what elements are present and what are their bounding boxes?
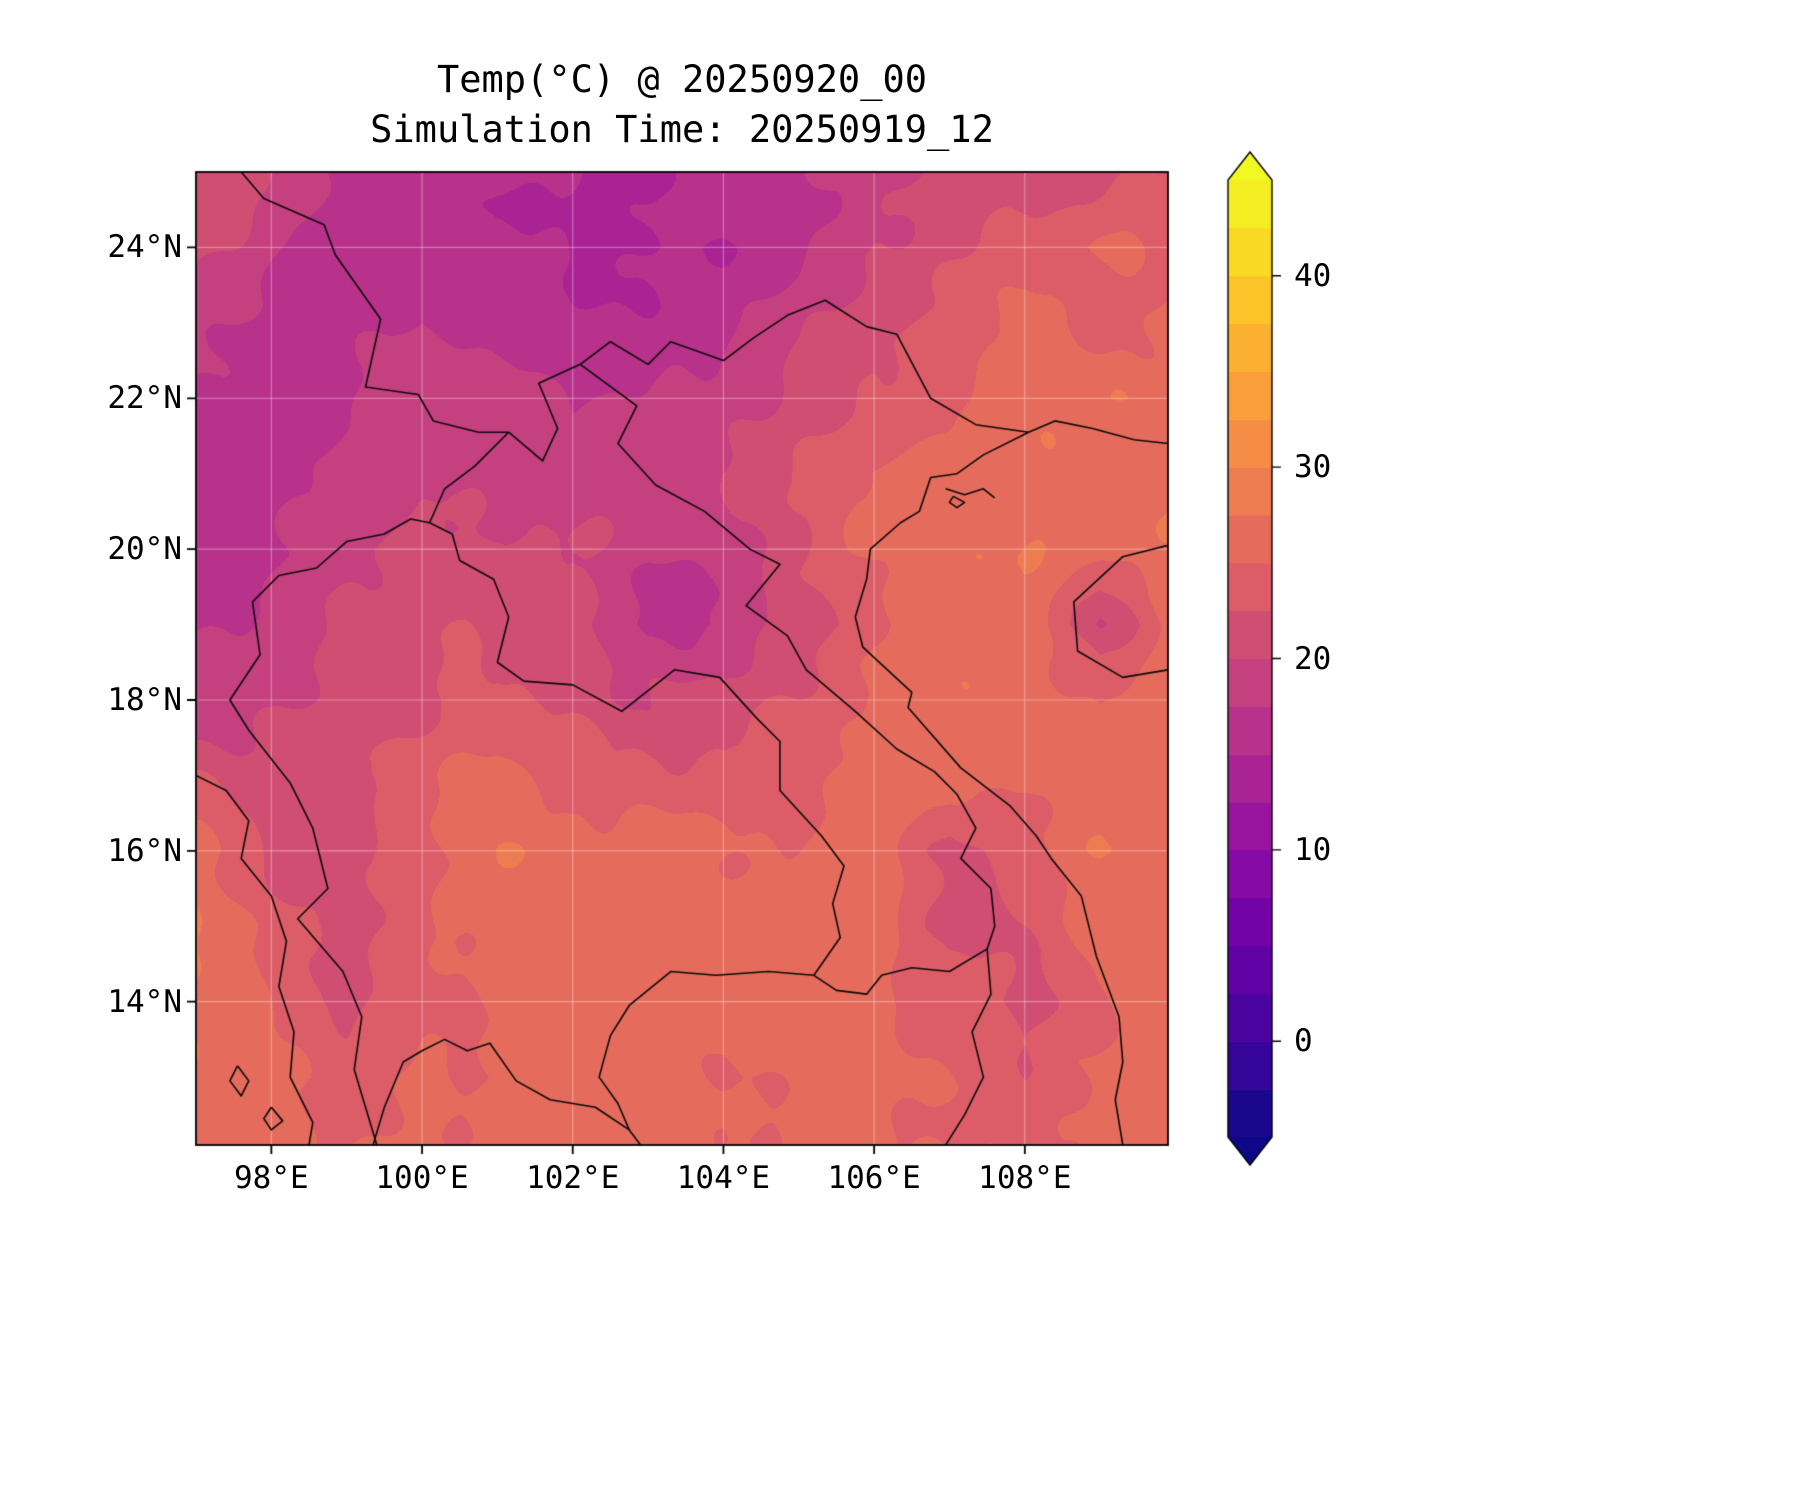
x-tick-label-104e: 104°E bbox=[676, 1160, 771, 1196]
colorbar-tick-label-40: 40 bbox=[1294, 257, 1332, 294]
y-tick-label-14n: 14°N bbox=[107, 983, 182, 1020]
x-tick-label-108e: 108°E bbox=[978, 1160, 1072, 1196]
x-tick-label-102e: 102°E bbox=[526, 1160, 620, 1196]
y-tick-label-16n: 16°N bbox=[107, 832, 182, 869]
y-tick-label-18n: 18°N bbox=[107, 681, 182, 718]
plot-subtitle: Simulation Time: 20250919_12 bbox=[370, 108, 994, 151]
y-tick-label-24n: 24°N bbox=[107, 229, 182, 266]
x-tick-label-106e: 106°E bbox=[827, 1160, 921, 1196]
colorbar-tick-label-0: 0 bbox=[1294, 1023, 1313, 1060]
colorbar-tick-label-10: 10 bbox=[1294, 831, 1332, 868]
colorbar-tick-label-20: 20 bbox=[1294, 640, 1332, 677]
colorbar-tick-label-30: 30 bbox=[1294, 449, 1332, 486]
x-tick-label-100e: 100°E bbox=[375, 1160, 469, 1196]
y-tick-label-22n: 22°N bbox=[107, 380, 182, 417]
plot-title-block: Temp(°C) @ 20250920_00 Simulation Time: … bbox=[196, 55, 1168, 155]
plot-title: Temp(°C) @ 20250920_00 bbox=[436, 58, 928, 101]
x-tick-label-98e: 98°E bbox=[234, 1160, 309, 1196]
y-tick-label-20n: 20°N bbox=[107, 531, 182, 568]
